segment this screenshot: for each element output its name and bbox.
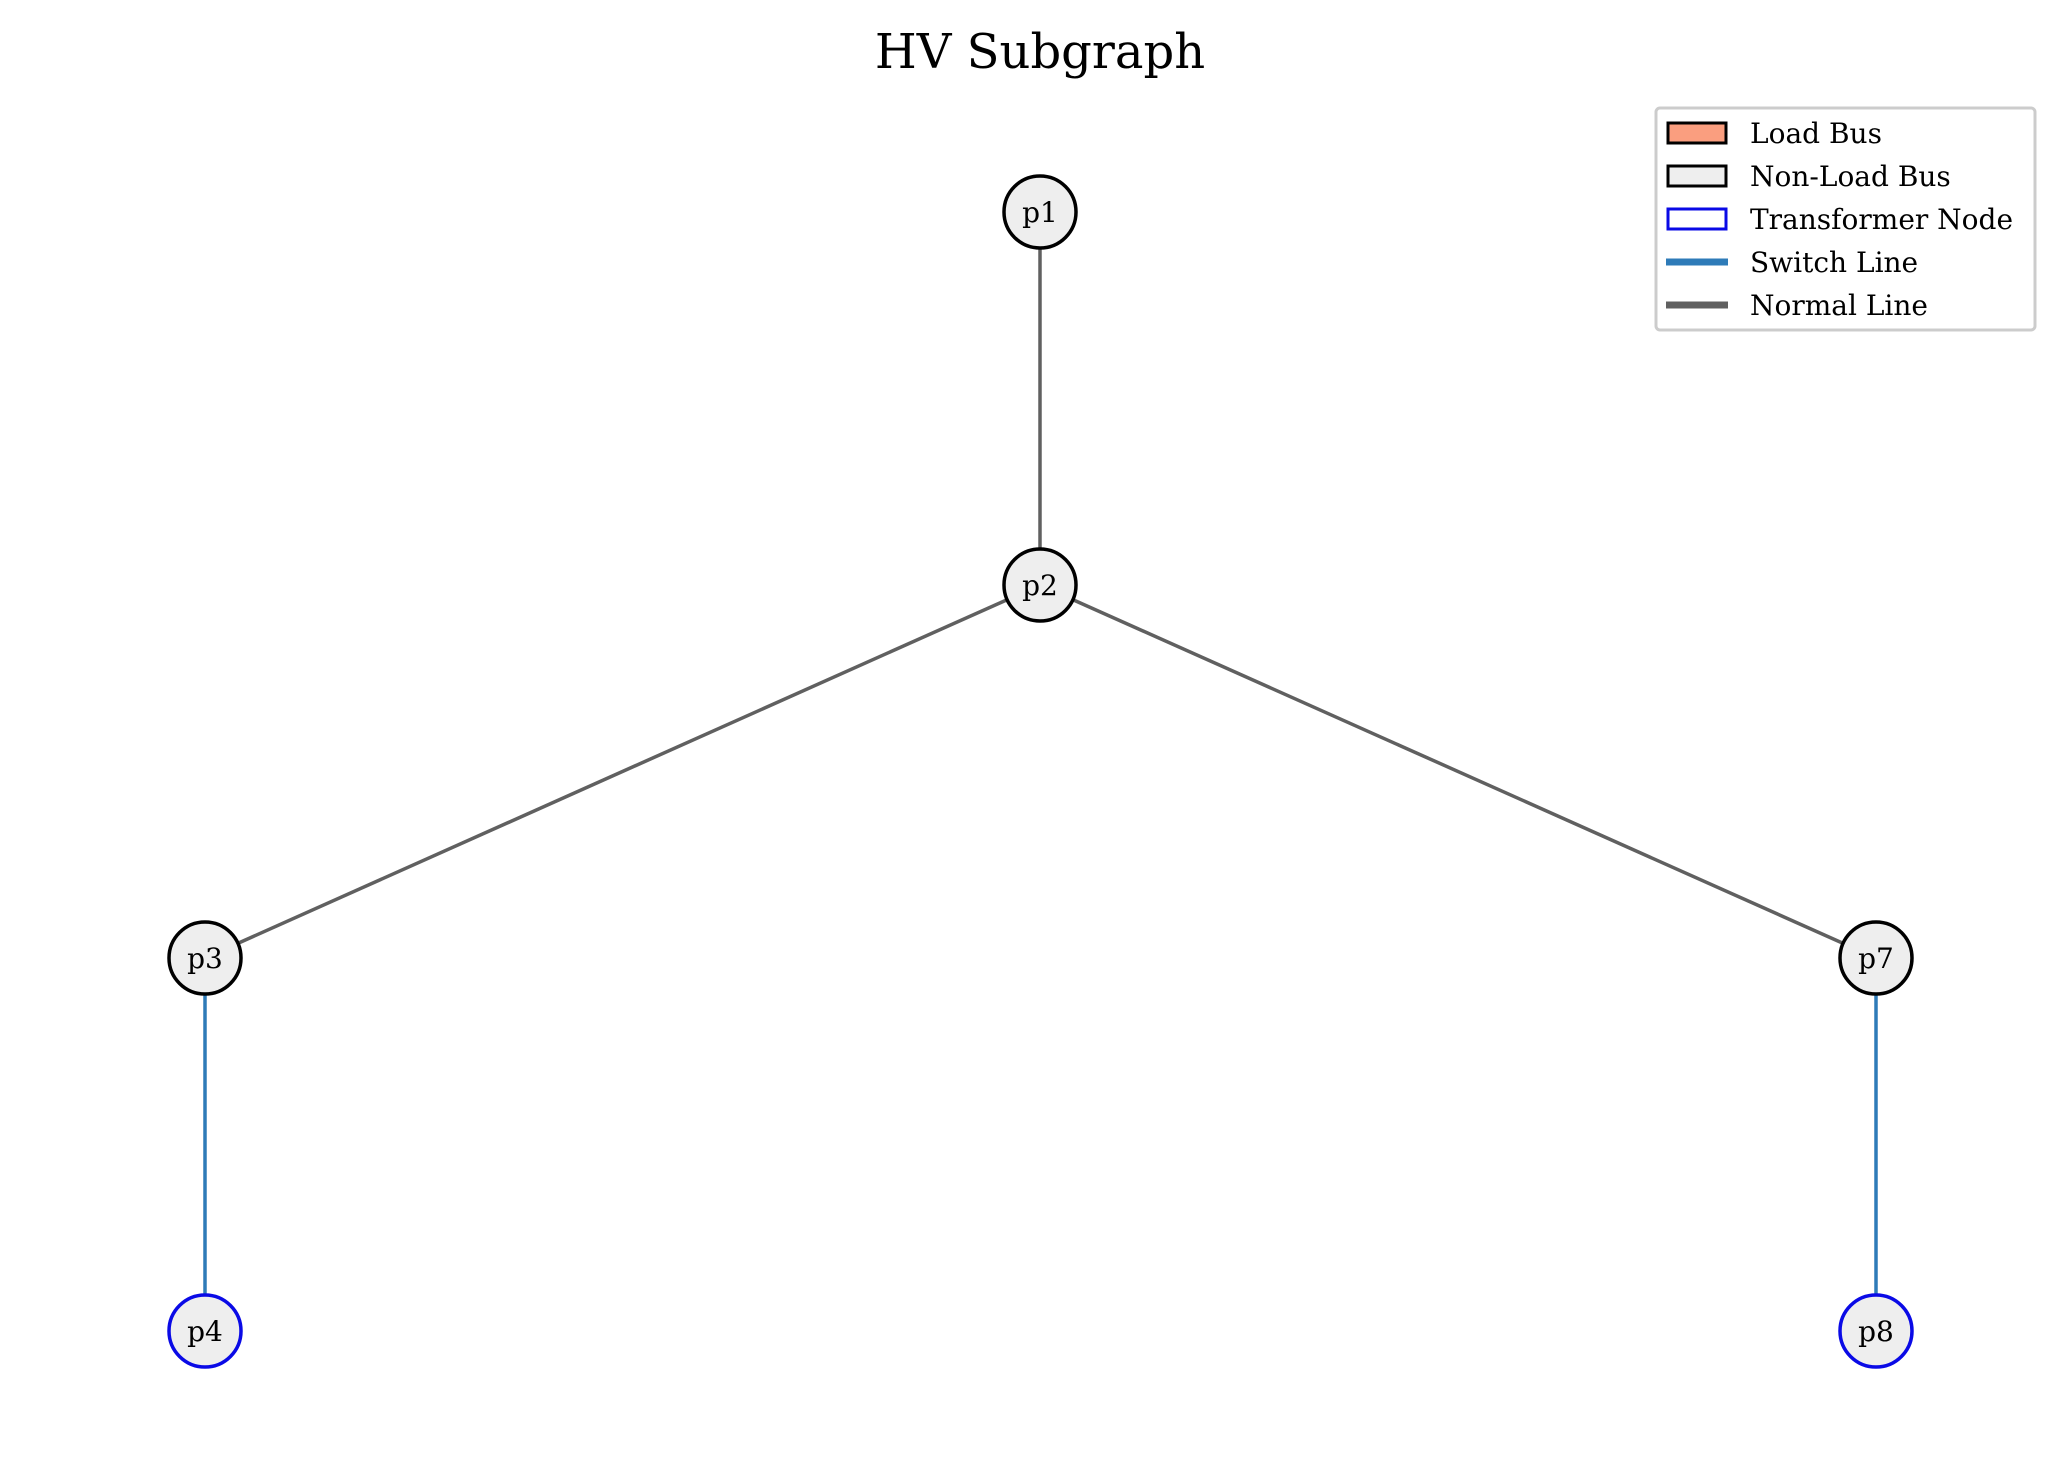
node-p8: p8 xyxy=(1838,1293,1914,1369)
transformer-node-circle xyxy=(167,1293,243,1369)
legend-item-normal: Normal Line xyxy=(1666,289,1928,322)
legend-item-switch: Switch Line xyxy=(1666,246,1918,279)
nodes-layer: p1 p2 p3 p7 p4 p8 xyxy=(167,174,1914,1369)
legend-label: Non-Load Bus xyxy=(1750,160,1951,193)
legend-label: Transformer Node xyxy=(1750,203,2013,236)
legend-swatch-non-load-bus xyxy=(1666,164,1728,188)
legend-item-load-bus: Load Bus xyxy=(1666,117,1882,150)
node-label: p7 xyxy=(1858,942,1894,975)
node-label: p2 xyxy=(1022,569,1058,602)
normal-line-p2-p3 xyxy=(204,583,1041,960)
bus-node-circle xyxy=(1838,920,1914,996)
node-p1: p1 xyxy=(1002,174,1078,250)
legend-label: Switch Line xyxy=(1750,246,1918,279)
node-p2: p2 xyxy=(1002,547,1078,623)
legend-swatch-transformer xyxy=(1666,207,1728,231)
legend-item-non-load-bus: Non-Load Bus xyxy=(1666,160,1951,193)
node-p3: p3 xyxy=(167,920,243,996)
legend: Load Bus Non-Load Bus Transformer Node Swit… xyxy=(1654,106,2037,332)
normal-line-p2-p7 xyxy=(1039,583,1877,960)
bus-node-circle xyxy=(167,920,243,996)
bus-node-circle xyxy=(1002,174,1078,250)
diagram-title: HV Subgraph xyxy=(875,24,1205,80)
node-p4: p4 xyxy=(167,1293,243,1369)
legend-label: Load Bus xyxy=(1750,117,1882,150)
node-label: p1 xyxy=(1022,196,1058,229)
legend-frame xyxy=(1654,106,2037,332)
edges-layer xyxy=(203,212,1878,1331)
transformer-node-circle xyxy=(1838,1293,1914,1369)
legend-item-transformer: Transformer Node xyxy=(1666,203,2013,236)
legend-label: Normal Line xyxy=(1750,289,1928,322)
legend-swatch-load-bus xyxy=(1666,121,1728,145)
node-label: p8 xyxy=(1858,1315,1894,1348)
node-label: p4 xyxy=(187,1315,223,1348)
bus-node-circle xyxy=(1002,547,1078,623)
node-label: p3 xyxy=(187,942,223,975)
node-p7: p7 xyxy=(1838,920,1914,996)
